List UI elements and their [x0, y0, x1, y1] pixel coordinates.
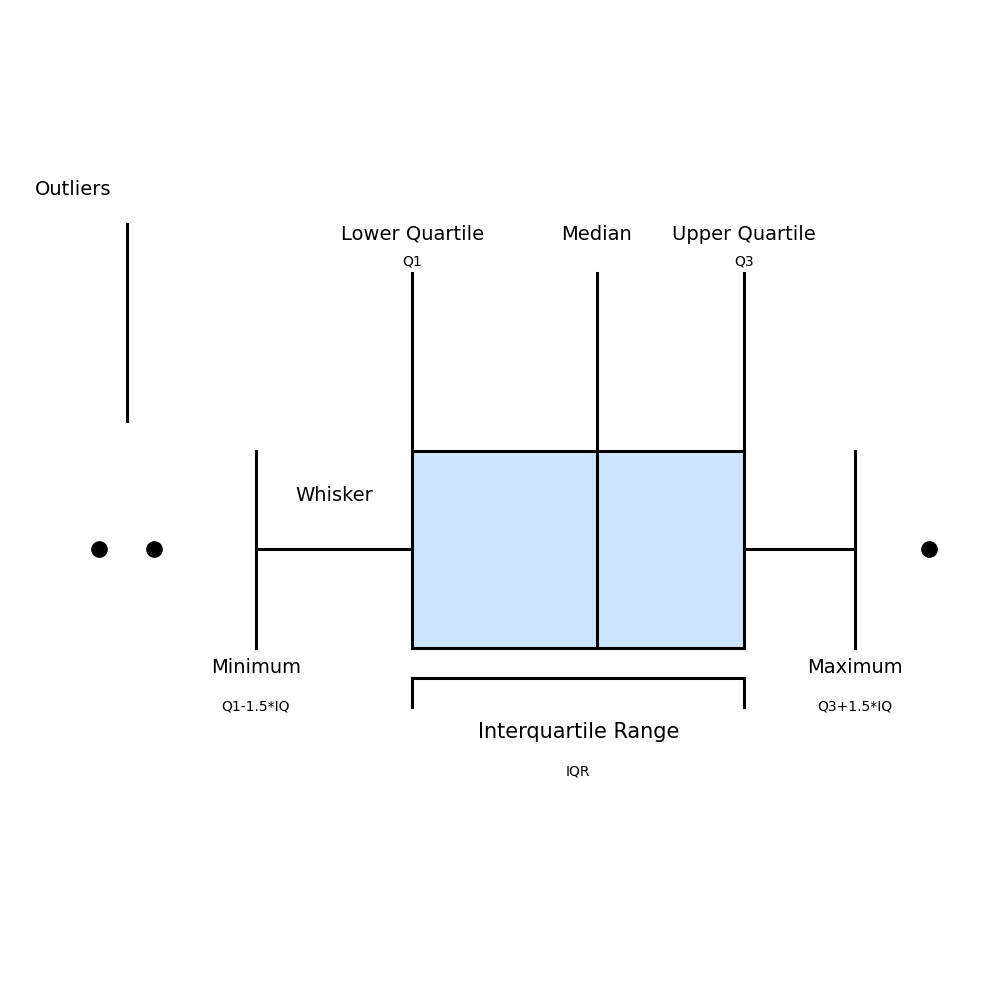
- Text: Q3+1.5*IQ: Q3+1.5*IQ: [817, 699, 892, 713]
- Text: IQR: IQR: [566, 764, 591, 778]
- Text: Outliers: Outliers: [35, 180, 111, 199]
- Text: Whisker: Whisker: [295, 486, 373, 505]
- Text: Maximum: Maximum: [807, 658, 903, 677]
- Text: Lower Quartile: Lower Quartile: [341, 225, 484, 244]
- Bar: [412, 451, 744, 648]
- Text: Upper Quartile: Upper Quartile: [672, 225, 816, 244]
- Text: Q1-1.5*IQ: Q1-1.5*IQ: [222, 699, 290, 713]
- Text: Interquartile Range: Interquartile Range: [478, 722, 679, 742]
- Text: Minimum: Minimum: [211, 658, 301, 677]
- Text: Q3: Q3: [734, 254, 754, 268]
- Text: Median: Median: [561, 225, 632, 244]
- Text: Q1: Q1: [403, 254, 422, 268]
